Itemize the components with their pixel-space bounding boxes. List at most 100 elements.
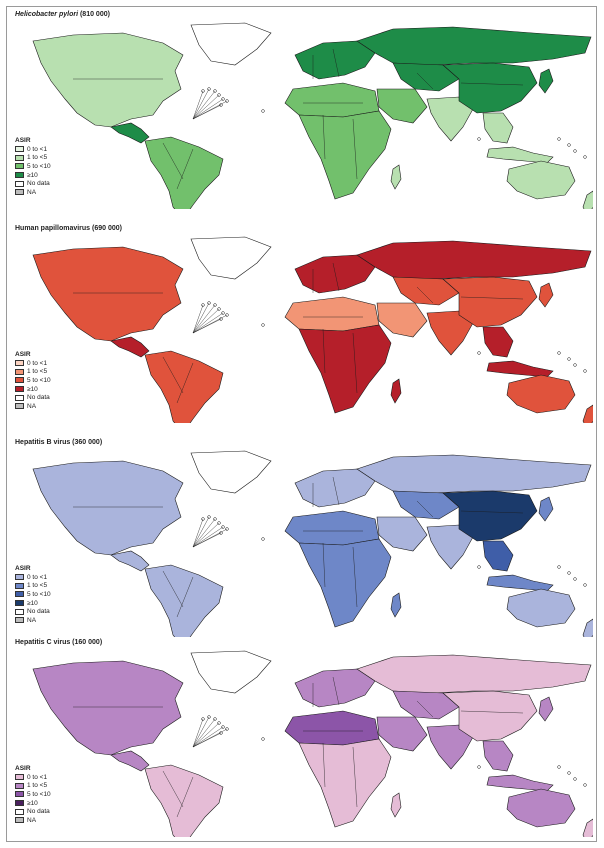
region-china <box>442 690 538 742</box>
island-marker <box>477 351 481 355</box>
legend-swatch <box>15 617 24 624</box>
region-japan <box>538 496 554 522</box>
legend-item: 0 to <1 <box>15 773 51 782</box>
legend-item: 0 to <1 <box>15 145 51 154</box>
region-africa-sub <box>298 538 392 628</box>
legend-label: NA <box>27 188 37 196</box>
region-russia <box>356 654 592 694</box>
country-border <box>460 710 524 714</box>
panel-title-text: Hepatitis B virus (360 000) <box>15 439 103 446</box>
inset-leader-line <box>192 528 228 548</box>
legend-label: No data <box>27 808 50 816</box>
region-africa-sub <box>298 738 392 828</box>
region-madagascar <box>390 378 402 404</box>
island-marker <box>557 351 561 355</box>
legend-label: 1 to <5 <box>27 582 48 590</box>
region-greenland <box>190 450 272 494</box>
region-australia <box>506 588 576 628</box>
country-border <box>416 286 434 304</box>
region-new-zealand <box>582 618 593 637</box>
inset-leader-line <box>192 90 216 120</box>
region-russia <box>356 454 592 494</box>
region-south-america <box>144 350 224 423</box>
region-europe <box>294 254 376 294</box>
country-border <box>162 570 184 608</box>
country-border <box>416 500 434 518</box>
region-indonesia <box>486 774 554 792</box>
legend-swatch <box>15 146 24 153</box>
legend-label: 5 to <10 <box>27 376 51 384</box>
inset-leader-line <box>192 90 204 120</box>
legend-item: No data <box>15 807 51 816</box>
region-new-zealand <box>582 818 593 837</box>
map-panel: Helicobacter pylori (810 000) ASIR 0 to <1… <box>13 11 593 211</box>
legend-item: NA <box>15 616 51 625</box>
country-border <box>162 356 184 394</box>
region-madagascar <box>390 792 402 818</box>
region-central-america <box>110 550 150 572</box>
panel-title-text: Hepatitis C virus (160 000) <box>15 639 103 646</box>
region-europe <box>294 40 376 80</box>
country-border <box>460 82 524 86</box>
island-marker <box>567 571 571 575</box>
inset-leader-line <box>192 312 224 334</box>
country-border <box>332 476 340 506</box>
legend-swatch <box>15 600 24 607</box>
country-border <box>176 362 194 404</box>
legend-swatch <box>15 394 24 401</box>
region-middle-east <box>376 302 428 338</box>
legend-label: ≥10 <box>27 171 38 179</box>
legend-label: ≥10 <box>27 385 38 393</box>
island-marker <box>261 737 265 741</box>
legend-item: 5 to <10 <box>15 590 51 599</box>
region-north-america <box>32 32 184 128</box>
country-border <box>352 118 358 180</box>
map-legend: ASIR 0 to <1 1 to <5 5 to <10 ≥10 No data NA <box>15 351 51 411</box>
country-border <box>352 746 358 808</box>
island-marker <box>477 137 481 141</box>
legend-label: No data <box>27 608 50 616</box>
island-marker <box>477 565 481 569</box>
region-south-america <box>144 136 224 209</box>
legend-item: NA <box>15 816 51 825</box>
panel-title: Human papillomavirus (690 000) <box>15 225 122 232</box>
region-indonesia <box>486 360 554 378</box>
map-legend: ASIR 0 to <1 1 to <5 5 to <10 ≥10 No data NA <box>15 137 51 197</box>
country-border <box>460 296 524 300</box>
legend-label: 0 to <1 <box>27 573 48 581</box>
legend-label: 1 to <5 <box>27 154 48 162</box>
legend-swatch <box>15 180 24 187</box>
region-central-america <box>110 336 150 358</box>
island-marker <box>573 363 577 367</box>
island-marker <box>557 765 561 769</box>
legend-swatch <box>15 574 24 581</box>
island-marker <box>573 149 577 153</box>
inset-leader-line <box>192 304 216 334</box>
country-border <box>176 576 194 618</box>
region-north-america <box>32 460 184 556</box>
region-se-asia <box>482 540 514 572</box>
region-north-america <box>32 660 184 756</box>
region-madagascar <box>390 164 402 190</box>
legend-swatch <box>15 782 24 789</box>
inset-leader-line <box>192 518 216 548</box>
inset-leader-line <box>192 88 210 120</box>
legend-label: 0 to <1 <box>27 145 48 153</box>
legend-swatch <box>15 163 24 170</box>
legend-title: ASIR <box>15 137 31 144</box>
panel-title-text: (810 000) <box>78 11 110 18</box>
legend-label: 1 to <5 <box>27 368 48 376</box>
inset-leader-line <box>192 516 210 548</box>
legend-swatch <box>15 808 24 815</box>
legend-swatch <box>15 368 24 375</box>
map-legend: ASIR 0 to <1 1 to <5 5 to <10 ≥10 No data NA <box>15 565 51 625</box>
region-china <box>442 490 538 542</box>
legend-item: No data <box>15 179 51 188</box>
legend-swatch <box>15 377 24 384</box>
country-border <box>332 48 340 78</box>
region-africa-sub <box>298 110 392 200</box>
inset-leader-line <box>192 314 228 334</box>
map-legend: ASIR 0 to <1 1 to <5 5 to <10 ≥10 No data NA <box>15 765 51 825</box>
inset-leader-line <box>192 728 228 748</box>
country-border <box>176 148 194 190</box>
